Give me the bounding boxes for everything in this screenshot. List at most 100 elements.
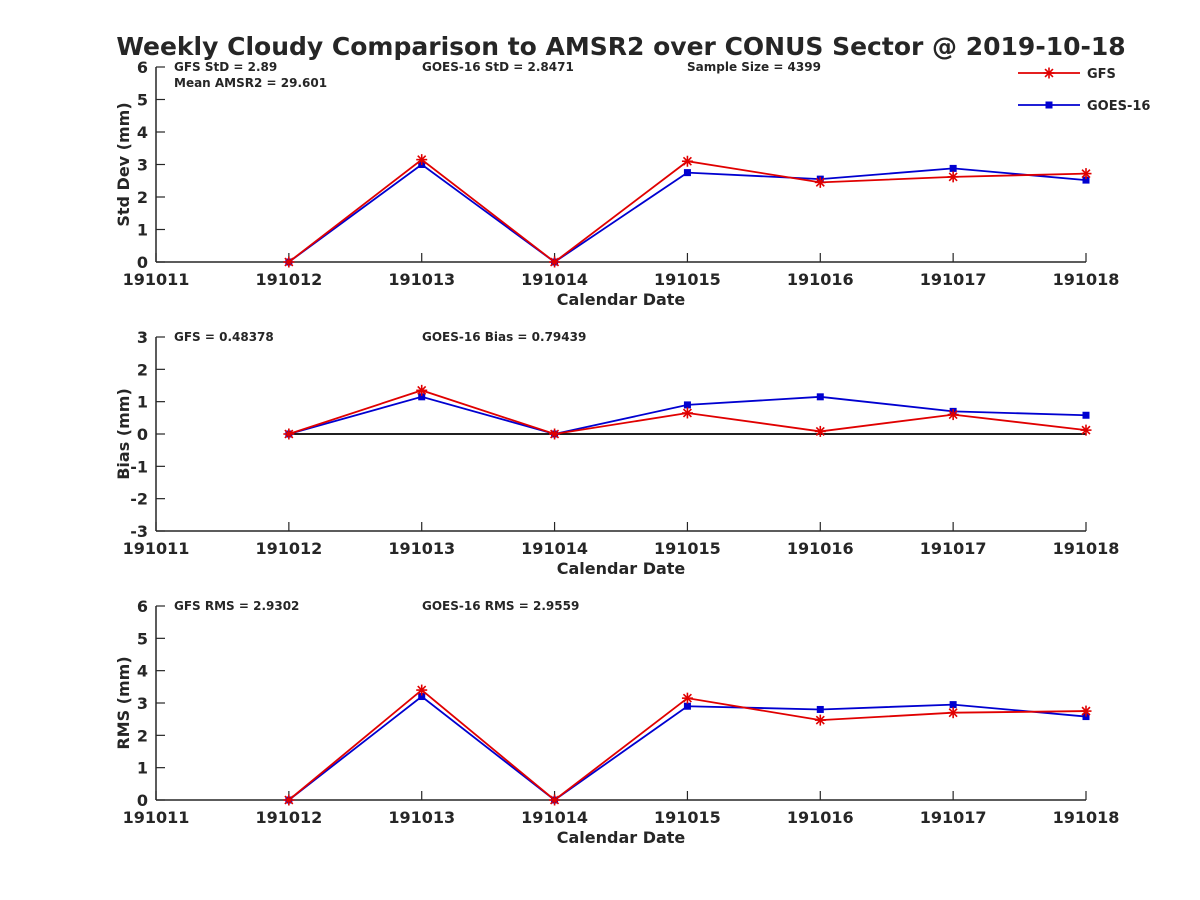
x-tick-label: 191013: [388, 808, 455, 827]
y-tick-label: 4: [137, 662, 148, 681]
legend-item-gfs: GFS: [1018, 67, 1116, 82]
x-tick-label: 191013: [388, 270, 455, 289]
y-tick-label: 2: [137, 726, 148, 745]
y-tick-label: 3: [137, 156, 148, 175]
legend-marker: [1045, 101, 1053, 109]
legend-item-goes-16: GOES-16: [1018, 99, 1150, 114]
legend-label: GFS: [1087, 67, 1116, 82]
annotation-goes: GOES-16 Bias = 0.79439: [422, 330, 586, 344]
panel-stddev: 191011 191012 191013 191014 191015 191016 1910…: [114, 58, 1119, 309]
x-tick-label: 191011: [123, 808, 190, 827]
y-tick-label: 5: [137, 629, 148, 648]
x-tick-label: 191011: [123, 270, 190, 289]
data-point: [416, 684, 428, 696]
data-point: [1082, 411, 1090, 419]
data-point: [949, 164, 957, 172]
data-point: [681, 155, 693, 167]
series-gfs: [283, 384, 1092, 440]
x-tick-label: 191011: [123, 539, 190, 558]
x-tick-label: 191016: [787, 270, 854, 289]
panel-rms: 191011 191012 191013 191014 191015 191016 1910…: [114, 597, 1119, 847]
data-point: [814, 714, 826, 726]
data-point: [683, 702, 691, 710]
x-tick-label: 191014: [521, 539, 588, 558]
x-tick-label: 191012: [255, 808, 322, 827]
annotation-goes: GOES-16 RMS = 2.9559: [422, 599, 579, 613]
x-tick-label: 191012: [255, 539, 322, 558]
panel-bias: 191011 191012 191013 191014 191015 191016 1910…: [114, 328, 1119, 578]
data-point: [816, 393, 824, 401]
data-point: [416, 384, 428, 396]
data-point: [283, 794, 295, 806]
chart-title: Weekly Cloudy Comparison to AMSR2 over C…: [116, 32, 1125, 61]
data-point: [947, 171, 959, 183]
y-tick-label: 6: [137, 58, 148, 77]
y-tick-label: 2: [137, 360, 148, 379]
y-axis-label: Bias (mm): [114, 388, 133, 480]
data-point: [418, 693, 426, 701]
series-gfs: [283, 154, 1092, 268]
annotation-gfs: GFS = 0.48378: [174, 330, 274, 344]
y-tick-label: 1: [137, 759, 148, 778]
x-tick-label: 191018: [1053, 270, 1120, 289]
annotation-gfs: GFS RMS = 2.9302: [174, 599, 299, 613]
x-tick-label: 191017: [920, 808, 987, 827]
chart-panels: 191011 191012 191013 191014 191015 191016 1910…: [114, 58, 1119, 847]
y-tick-label: -1: [130, 457, 148, 476]
y-tick-label: 1: [137, 221, 148, 240]
x-tick-label: 191015: [654, 270, 721, 289]
data-point: [1082, 176, 1090, 184]
data-point: [681, 692, 693, 704]
data-point: [1080, 424, 1092, 436]
annotation-gfs: GFS StD = 2.89: [174, 60, 277, 74]
legend: GFS GOES-16: [1018, 67, 1150, 114]
y-tick-label: 0: [137, 425, 148, 444]
series-gfs: [283, 684, 1092, 806]
y-tick-label: 3: [137, 328, 148, 347]
x-tick-label: 191014: [521, 270, 588, 289]
data-point: [683, 401, 691, 409]
data-point: [549, 428, 561, 440]
data-point: [949, 701, 957, 709]
data-point: [947, 707, 959, 719]
data-point: [416, 154, 428, 166]
annotation-mean: Mean AMSR2 = 29.601: [174, 76, 327, 90]
y-tick-label: -3: [130, 522, 148, 541]
x-tick-label: 191018: [1053, 539, 1120, 558]
data-point: [283, 256, 295, 268]
data-point: [1080, 168, 1092, 180]
x-tick-label: 191015: [654, 539, 721, 558]
data-point: [814, 425, 826, 437]
x-tick-label: 191014: [521, 808, 588, 827]
x-tick-label: 191013: [388, 539, 455, 558]
y-axis-label: RMS (mm): [114, 656, 133, 749]
y-tick-label: 4: [137, 123, 148, 142]
data-point: [1080, 705, 1092, 717]
x-tick-label: 191016: [787, 808, 854, 827]
data-point: [549, 256, 561, 268]
y-axis-label: Std Dev (mm): [114, 102, 133, 226]
y-tick-label: 0: [137, 791, 148, 810]
y-tick-label: 5: [137, 91, 148, 110]
x-tick-label: 191012: [255, 270, 322, 289]
data-point: [816, 705, 824, 713]
x-axis-label: Calendar Date: [557, 828, 686, 847]
x-axis-label: Calendar Date: [557, 559, 686, 578]
x-tick-label: 191017: [920, 270, 987, 289]
data-point: [549, 794, 561, 806]
y-tick-label: 3: [137, 694, 148, 713]
y-tick-label: -2: [130, 490, 148, 509]
data-point: [681, 407, 693, 419]
legend-label: GOES-16: [1087, 99, 1150, 114]
y-tick-label: 0: [137, 253, 148, 272]
x-tick-label: 191016: [787, 539, 854, 558]
data-point: [683, 169, 691, 177]
data-point: [814, 176, 826, 188]
x-tick-label: 191017: [920, 539, 987, 558]
legend-marker: [1043, 67, 1055, 79]
x-tick-label: 191018: [1053, 808, 1120, 827]
data-point: [283, 428, 295, 440]
data-point: [418, 393, 426, 401]
